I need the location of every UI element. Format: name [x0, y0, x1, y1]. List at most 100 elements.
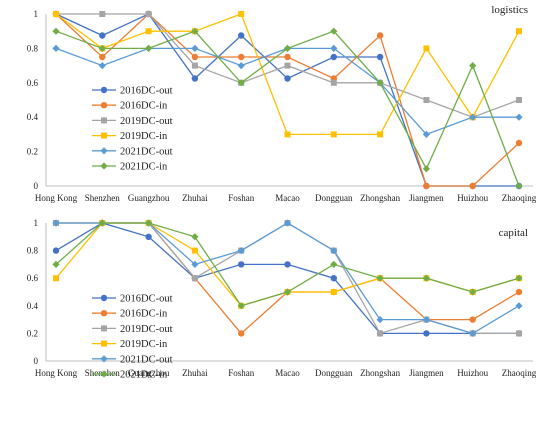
- legend-marker: [101, 117, 107, 124]
- y-tick-label: 0.8: [27, 43, 39, 53]
- data-point: [284, 62, 291, 69]
- panel-title: capital: [499, 227, 528, 239]
- series-2021DC-in: [52, 219, 523, 310]
- legend-label: 2021DC-in: [120, 370, 168, 381]
- data-point: [330, 27, 338, 35]
- data-point: [237, 62, 245, 70]
- data-point: [515, 288, 523, 296]
- legend-marker: [101, 340, 107, 347]
- data-point: [423, 330, 430, 337]
- data-point: [469, 182, 476, 190]
- data-point: [330, 275, 337, 282]
- data-point: [191, 62, 198, 69]
- legend-label: 2019DC-out: [120, 116, 173, 127]
- data-point: [99, 32, 106, 39]
- data-point: [515, 139, 523, 147]
- data-point: [423, 97, 430, 103]
- legend-marker: [100, 294, 108, 302]
- data-point: [284, 261, 291, 268]
- data-point: [237, 302, 245, 310]
- data-point: [99, 11, 106, 17]
- x-tick-label: Hong Kong: [35, 368, 78, 378]
- data-point: [469, 113, 477, 121]
- x-tick-label: Guangzhou: [128, 368, 170, 378]
- data-point: [376, 32, 384, 39]
- y-tick-label: 1: [34, 218, 39, 228]
- x-tick-label: Zhuhai: [182, 193, 208, 203]
- data-point: [376, 274, 384, 282]
- data-point: [516, 330, 522, 337]
- data-point: [237, 79, 245, 87]
- data-point: [516, 28, 522, 35]
- x-tick-label: Jiangmen: [409, 193, 444, 203]
- legend-label: 2021DC-in: [120, 162, 168, 173]
- data-point: [515, 182, 523, 190]
- data-point: [516, 97, 522, 103]
- y-tick-label: 0.2: [27, 147, 38, 157]
- series-2021DC-in: [52, 27, 523, 190]
- legend-label: 2016DC-out: [120, 86, 173, 97]
- x-tick-label: Hong Kong: [35, 193, 78, 203]
- legend-label: 2016DC-in: [120, 309, 168, 320]
- data-point: [191, 247, 198, 254]
- data-point: [238, 261, 245, 268]
- legend-marker: [100, 147, 108, 155]
- legend-marker: [100, 102, 108, 109]
- x-tick-label: Zhongshan: [360, 193, 400, 203]
- data-point: [422, 316, 430, 324]
- data-point: [145, 233, 152, 240]
- data-point: [330, 289, 337, 295]
- data-point: [469, 329, 477, 337]
- legend-label: 2019DC-in: [120, 339, 168, 350]
- data-point: [145, 11, 152, 17]
- legend-marker: [101, 325, 107, 332]
- legend-label: 2019DC-out: [120, 324, 173, 335]
- y-tick-label: 0.6: [27, 273, 39, 283]
- data-point: [423, 45, 430, 52]
- data-point: [191, 75, 199, 82]
- data-point: [237, 247, 245, 255]
- data-point: [191, 44, 199, 52]
- data-point: [238, 11, 245, 17]
- data-point: [238, 32, 245, 39]
- y-tick-label: 0.4: [27, 112, 39, 122]
- x-tick-label: Macao: [275, 193, 300, 203]
- data-point: [330, 79, 337, 86]
- legend-marker: [100, 310, 108, 317]
- x-tick-label: Zhongshan: [360, 368, 400, 378]
- y-tick-label: 0: [34, 181, 39, 191]
- data-point: [145, 219, 153, 227]
- data-point: [283, 219, 292, 227]
- data-point: [53, 11, 59, 17]
- data-point: [377, 330, 384, 337]
- x-tick-label: Foshan: [228, 368, 255, 378]
- y-tick-label: 0.8: [27, 246, 39, 256]
- data-point: [330, 53, 337, 61]
- data-point: [469, 288, 477, 296]
- legend-marker: [100, 370, 108, 378]
- x-tick-label: Guangzhou: [128, 193, 170, 203]
- x-tick-label: Dongguan: [315, 368, 353, 378]
- data-point: [52, 247, 60, 254]
- data-point: [191, 53, 199, 61]
- x-tick-label: Shenzhen: [85, 193, 120, 203]
- legend-label: 2016DC-in: [120, 101, 168, 112]
- y-tick-label: 0.4: [27, 301, 39, 311]
- chart-panel-1: 0 0.2 0.4 0.6 0.8 1 Hong Kong Shenzhen Guangzhou…: [27, 4, 537, 203]
- legend-label: 2016DC-out: [120, 294, 173, 305]
- x-tick-label: Jiangmen: [409, 368, 444, 378]
- x-tick-label: Zhuhai: [182, 368, 208, 378]
- data-point: [376, 316, 384, 324]
- legend-label: 2019DC-in: [120, 131, 168, 142]
- data-point: [377, 131, 384, 138]
- x-tick-label: Foshan: [228, 193, 255, 203]
- data-point: [284, 131, 291, 138]
- data-point: [238, 53, 245, 61]
- data-point: [283, 44, 292, 52]
- legend: 2016DC-out 2016DC-in 2019DC-out 2019DC-in 20…: [92, 86, 173, 173]
- y-tick-label: 0.6: [27, 78, 39, 88]
- data-point: [191, 260, 199, 268]
- data-point: [53, 275, 59, 282]
